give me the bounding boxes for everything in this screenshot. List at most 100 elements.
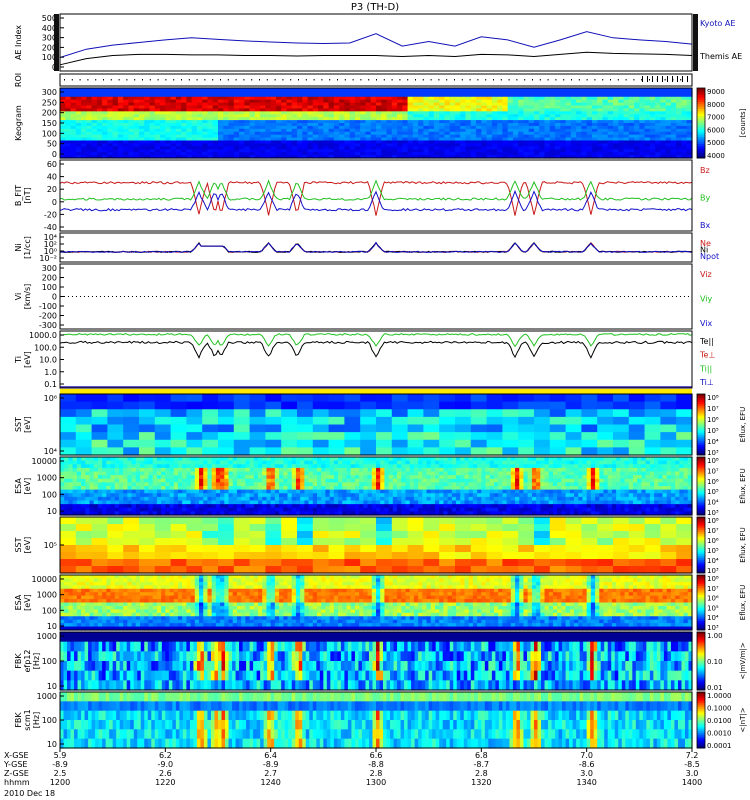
keogram-cell [302, 102, 309, 107]
roi-dot [407, 79, 409, 81]
esa_i-cell [207, 496, 213, 502]
keogram-cell [439, 120, 446, 124]
esa_i-cell [253, 511, 259, 516]
esa_i-cell [203, 489, 209, 494]
keogram-cell [581, 152, 588, 156]
esa_i-cell [434, 478, 440, 483]
keogram-cell [112, 131, 119, 136]
keogram-cell [618, 117, 625, 121]
keogram-cell [407, 134, 414, 139]
keogram-cell [181, 120, 187, 124]
keogram-cell [154, 93, 161, 98]
esa_i-cell [203, 500, 209, 505]
keogram-cell [507, 120, 514, 124]
esa_i-cell [388, 511, 394, 516]
esa_i-cell [173, 493, 179, 498]
esa_i-cell [392, 478, 398, 483]
sst_i-cell [123, 416, 140, 426]
esa_i-cell [211, 457, 217, 462]
esa_i-cell [291, 467, 297, 473]
keogram-cell [465, 102, 472, 107]
keogram-cell [423, 105, 430, 110]
esa_i-cell [60, 482, 65, 487]
esa_i-cell [376, 471, 381, 476]
esa_i-cell [241, 460, 246, 465]
keogram-cell [133, 96, 140, 101]
keogram-cell [165, 117, 172, 121]
keogram-cell [344, 93, 351, 98]
keogram-cell [360, 111, 367, 115]
keogram-cell [555, 137, 561, 142]
keogram-cell [128, 102, 135, 107]
keogram-cell [128, 131, 135, 136]
keogram-cell [233, 93, 240, 98]
keogram-cell [318, 99, 324, 104]
esa_i-cell [127, 489, 133, 494]
esa_i-cell [123, 486, 129, 491]
keogram-cell [365, 131, 372, 136]
keogram-cell [549, 96, 556, 101]
roi-mark [662, 76, 663, 82]
esa_i-cell [443, 482, 449, 487]
esa_i-cell [207, 511, 213, 516]
keogram-colorbar-bin [697, 151, 705, 154]
esa_i-cell [81, 489, 86, 494]
sst_i-cell [344, 409, 361, 418]
keogram-cell [455, 99, 461, 104]
esa_i-cell [291, 486, 297, 491]
velocity-ytick: -200 [39, 312, 57, 321]
esa_i-cell [430, 464, 436, 469]
sst_i-colorbar-bin [697, 436, 705, 440]
esa_i-cell [300, 460, 305, 465]
keogram-cell [597, 123, 604, 127]
keogram-cell [181, 99, 187, 104]
esa_i-cell [367, 478, 373, 483]
keogram-cell [339, 108, 345, 112]
keogram-cell [512, 88, 519, 92]
keogram-cell [512, 102, 519, 107]
sst_i-cell [328, 409, 345, 418]
keogram-cell [96, 137, 103, 142]
keogram-cell [270, 93, 277, 98]
esa_i-cell [97, 504, 103, 509]
keogram-cell [639, 105, 646, 110]
esa_i-cell [371, 467, 377, 473]
keogram-cell [497, 120, 503, 124]
keogram-cell [191, 123, 198, 127]
esa_i-cell [156, 511, 162, 516]
keogram-cell [149, 152, 156, 156]
keogram-cell [281, 131, 288, 136]
keogram-cell [128, 114, 135, 118]
keogram-cell [96, 128, 103, 133]
keogram-cell [681, 102, 688, 107]
sst_i-cell [518, 401, 535, 410]
esa_i-cell [60, 496, 65, 502]
keogram-cell [265, 152, 272, 156]
esa_i-cell [81, 478, 86, 483]
keogram-cell [676, 105, 683, 110]
keogram-colorbar-bin [697, 109, 705, 112]
esa_i-cell [211, 496, 217, 502]
keogram-cell [376, 140, 382, 145]
keogram-cell [518, 128, 525, 133]
esa_i-cell [439, 460, 445, 465]
keogram-cell [523, 99, 530, 104]
keogram-cell [86, 117, 93, 121]
keogram-cell [523, 102, 530, 107]
keogram-cell [439, 123, 446, 127]
keogram-cell [576, 102, 582, 107]
keogram-cell [628, 123, 635, 127]
esa_i-cell [68, 475, 74, 480]
esa_i-cell [224, 511, 230, 516]
keogram-cell [70, 155, 77, 159]
sst_i-cell [139, 401, 156, 410]
esa_i-cell [241, 500, 246, 505]
esa_i-cell [110, 507, 116, 512]
keogram-cell [128, 155, 135, 159]
keogram-cell [233, 117, 240, 121]
keogram-cell [670, 152, 677, 156]
esa_i-cell [418, 486, 423, 491]
keogram-cell [591, 120, 598, 124]
keogram-cell [202, 143, 209, 147]
keogram-cell [565, 155, 572, 159]
